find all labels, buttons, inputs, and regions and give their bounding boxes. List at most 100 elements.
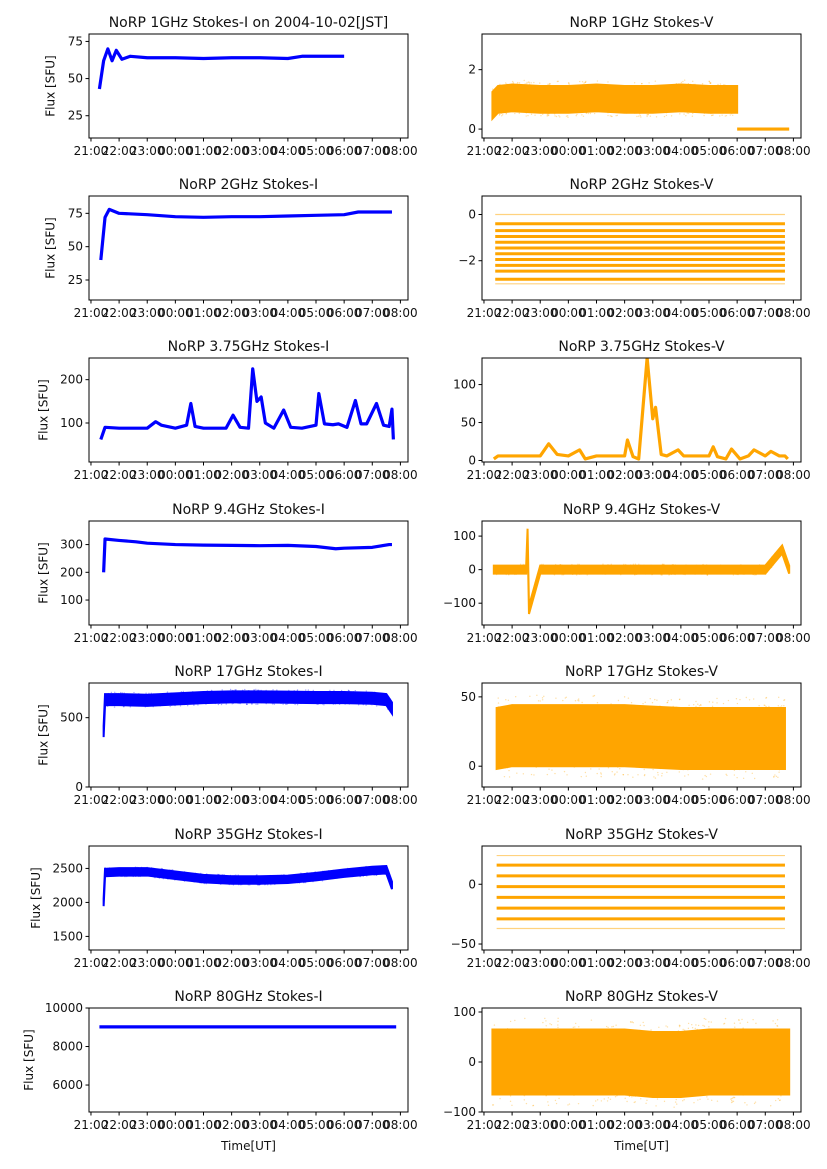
data-point [332,869,335,872]
data-point [529,598,532,601]
subplot-title: NoRP 17GHz Stokes-V [565,664,718,680]
subplot-1: NoRP 1GHz Stokes-I on 2004-10-02[JST] 25 5… [44,15,418,158]
x-tick-label: 04:00 [664,793,699,807]
data-point [200,882,202,884]
data-point [679,698,681,700]
data-point [779,1099,781,1101]
data-band [102,865,393,907]
data-point [696,1028,698,1031]
data-point [672,563,675,566]
x-tick-label: 02:00 [214,956,249,970]
axes-frame [481,682,802,788]
data-point [677,83,680,85]
data-point [676,1103,678,1105]
data-point [695,1024,697,1026]
data-point [639,113,641,115]
data-point [555,115,558,118]
data-point [322,870,324,873]
data-point [765,573,767,575]
data-point [322,703,324,705]
data-point [551,769,553,771]
data-point [600,1100,603,1102]
data-line [99,367,395,440]
x-tick-label: 03:00 [635,956,670,970]
data-point [257,883,259,886]
subplot-10: NoRP 17GHz Stokes-V 0 50 21:0022:0023:0000:… [461,664,811,807]
data-point [670,699,673,701]
data-point [242,701,245,704]
x-tick-label: 06:00 [720,1118,755,1132]
data-point [684,573,686,575]
data-point [246,703,248,705]
x-tick-label: 21:00 [467,956,502,970]
data-point [524,83,526,85]
data-point [561,564,563,566]
y-tick-label: 100 [60,416,83,430]
x-tick-label: 05:00 [692,956,727,970]
data-point [677,1030,680,1032]
data-point [614,773,616,775]
subplot-title: NoRP 3.75GHz Stokes-V [558,339,725,355]
data-point [373,874,375,876]
data-point [539,700,541,702]
y-tick-label: 100 [453,1005,476,1019]
x-tick-label: 06:00 [720,631,755,645]
x-tick-label: 01:00 [186,956,221,970]
y-tick-label: 0 [468,1055,476,1069]
plot-area [102,537,392,573]
data-point [259,883,261,886]
x-tick-label: 03:00 [635,631,670,645]
data-point [630,702,633,704]
plot-area [97,47,345,90]
data-point [667,699,669,702]
x-tick-label: 03:00 [242,956,277,970]
data-point [771,566,773,568]
data-point [682,573,684,575]
x-tick-label: 03:00 [635,306,670,320]
data-point [258,884,260,886]
data-point [568,82,570,85]
data-point [299,872,302,875]
data-point [765,697,767,699]
x-tick-label: 05:00 [299,144,334,158]
data-point [113,706,116,708]
x-tick-label: 22:00 [495,468,530,482]
data-point [764,564,767,566]
data-point [693,83,695,86]
y-tick-label: 500 [60,711,83,725]
data-point [725,114,728,117]
subplot-9: NoRP 17GHz Stokes-I 0 500 21:0022:0023:0000… [36,664,417,807]
data-point [233,874,236,877]
data-point [374,873,376,875]
data-point [767,569,770,572]
data-point [738,1019,740,1022]
data-point [233,875,236,877]
data-point [105,705,108,707]
data-point [192,690,194,693]
data-point [745,696,748,699]
data-point [610,572,612,575]
axes-frame [481,357,802,463]
data-point [514,1019,516,1022]
data-point [566,774,568,776]
data-point [503,84,505,87]
data-point [193,881,195,883]
data-point [136,866,138,869]
data-point [559,564,562,566]
x-tick-label: 21:00 [467,1118,502,1132]
data-point [578,1026,580,1028]
data-point [302,881,305,884]
x-tick-label: 08:00 [776,306,811,320]
data-point [614,1095,617,1098]
data-point [221,689,223,691]
y-axis-label: Flux [SFU] [36,379,50,440]
data-point [271,690,273,692]
data-point [258,689,260,691]
data-point [706,574,708,576]
data-point [533,774,535,776]
data-point [630,1021,632,1023]
data-point [248,690,250,692]
data-point [651,573,654,575]
data-point [716,702,718,704]
data-point [218,702,221,705]
